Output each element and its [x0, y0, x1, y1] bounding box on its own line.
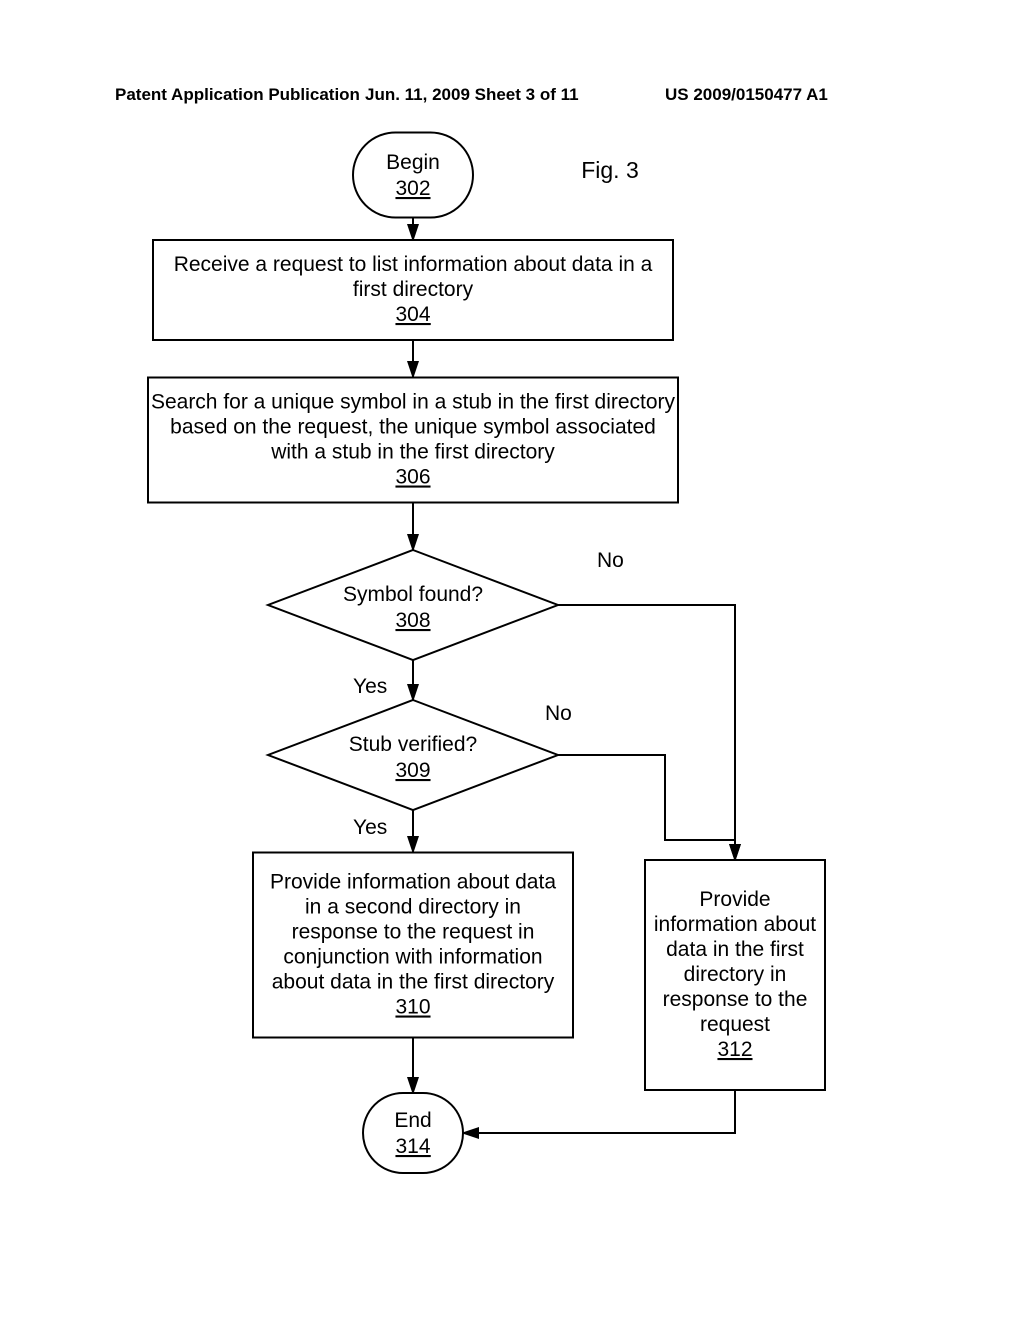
svg-text:End: End — [394, 1109, 431, 1132]
svg-text:No: No — [597, 549, 624, 572]
node-n306: Search for a unique symbol in a stub in … — [148, 378, 678, 503]
svg-text:Search for a unique symbol in: Search for a unique symbol in a stub in … — [151, 391, 676, 414]
svg-text:309: 309 — [395, 759, 430, 782]
svg-text:directory in: directory in — [684, 963, 787, 986]
svg-text:314: 314 — [395, 1135, 430, 1158]
svg-text:in a second directory in: in a second directory in — [305, 896, 521, 919]
edge — [558, 605, 735, 860]
svg-text:Provide information about data: Provide information about data — [270, 871, 556, 894]
node-n310: Provide information about datain a secon… — [253, 853, 573, 1038]
svg-text:308: 308 — [395, 609, 430, 632]
flowchart-svg: Begin 302 Receive a request to list inform… — [0, 0, 1024, 1320]
figure-label: Fig. 3 — [581, 157, 639, 183]
edge — [558, 755, 735, 860]
svg-text:Stub verified?: Stub verified? — [349, 733, 477, 756]
node-d308: Symbol found? 308 — [268, 550, 558, 660]
svg-text:response to the: response to the — [663, 988, 808, 1011]
svg-text:304: 304 — [395, 303, 430, 326]
svg-text:about data in the first direct: about data in the first directory — [272, 971, 555, 994]
svg-text:Begin: Begin — [386, 151, 440, 174]
svg-text:with a stub in the first direc: with a stub in the first directory — [270, 441, 555, 464]
svg-text:No: No — [545, 702, 572, 725]
page: Patent Application Publication Jun. 11, … — [0, 0, 1024, 1320]
svg-text:Yes: Yes — [353, 816, 387, 839]
svg-text:response to the request in: response to the request in — [292, 921, 535, 944]
node-begin: Begin 302 — [353, 133, 473, 218]
svg-text:conjunction with information: conjunction with information — [283, 946, 542, 969]
svg-text:data in the first: data in the first — [666, 938, 804, 961]
svg-text:312: 312 — [717, 1038, 752, 1061]
node-n304: Receive a request to list information ab… — [153, 240, 673, 340]
node-d309: Stub verified? 309 — [268, 700, 558, 810]
svg-text:Symbol found?: Symbol found? — [343, 583, 483, 606]
edge — [463, 1090, 735, 1133]
svg-text:310: 310 — [395, 996, 430, 1019]
svg-text:302: 302 — [395, 177, 430, 200]
svg-text:information about: information about — [654, 913, 816, 936]
svg-text:Yes: Yes — [353, 675, 387, 698]
svg-text:first directory: first directory — [353, 278, 474, 301]
svg-text:based on the request, the uniq: based on the request, the unique symbol … — [170, 416, 656, 439]
svg-text:request: request — [700, 1013, 770, 1036]
svg-text:306: 306 — [395, 466, 430, 489]
svg-text:Receive a request to list info: Receive a request to list information ab… — [174, 253, 653, 276]
node-end: End 314 — [363, 1093, 463, 1173]
node-n312: Provideinformation aboutdata in the firs… — [645, 860, 825, 1090]
svg-text:Provide: Provide — [699, 888, 770, 911]
